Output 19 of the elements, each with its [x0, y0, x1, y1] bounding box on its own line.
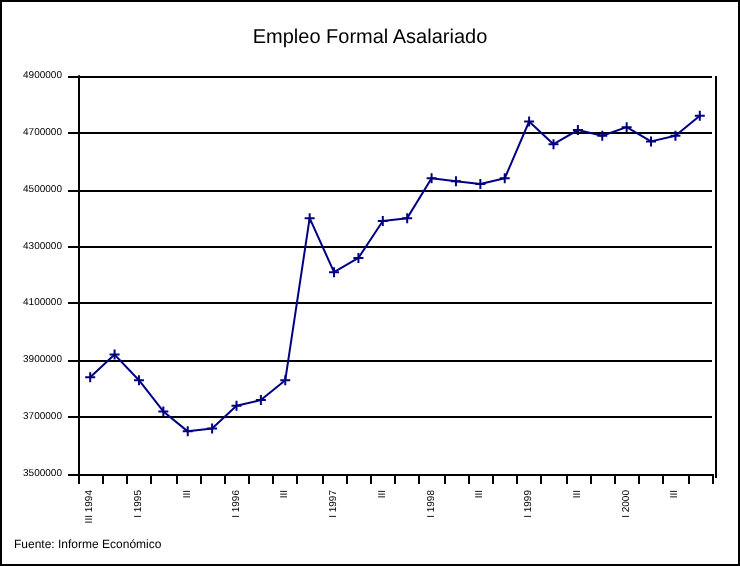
- point: [425, 172, 438, 185]
- point: [108, 348, 121, 361]
- point: [547, 138, 560, 151]
- point: [498, 172, 511, 185]
- point: [230, 399, 243, 412]
- point: [596, 129, 609, 142]
- point: [279, 374, 292, 387]
- point: [669, 129, 682, 142]
- point: [328, 266, 341, 279]
- point: [303, 212, 316, 225]
- point: [157, 405, 170, 418]
- point: [401, 212, 414, 225]
- point: [620, 121, 633, 134]
- point: [181, 425, 194, 438]
- point: [523, 115, 536, 128]
- chart-title: Empleo Formal Asalariado: [252, 27, 489, 49]
- point: [206, 422, 219, 435]
- point: [645, 135, 658, 148]
- point: [132, 374, 145, 387]
